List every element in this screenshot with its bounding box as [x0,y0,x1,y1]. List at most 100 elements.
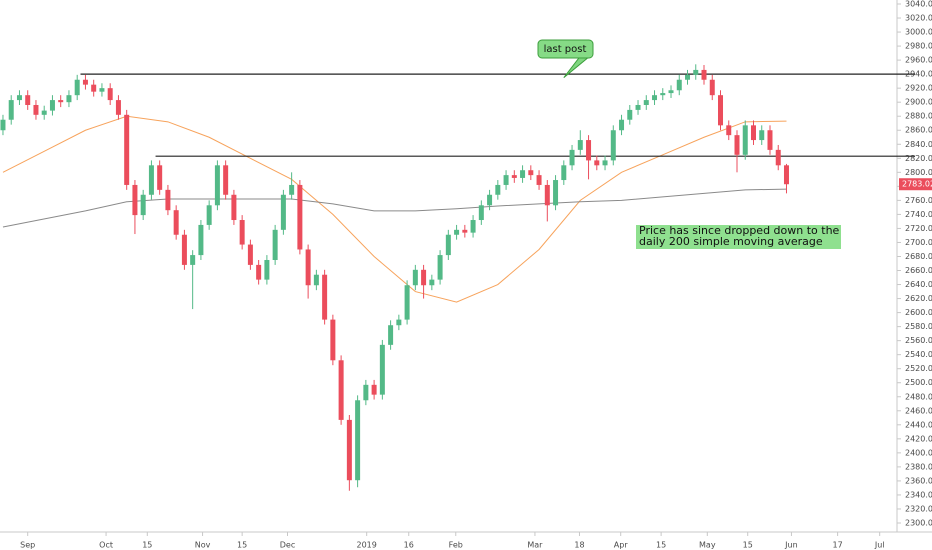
candle-body [742,125,748,155]
y-tick-label: 2300.00 [905,519,932,528]
y-tick-label: 2560.00 [905,336,932,345]
candle-body [660,93,666,96]
candle-body [322,274,328,320]
y-tick-label: 2720.00 [905,224,932,233]
y-tick-label: 2820.00 [905,154,932,163]
candle-body [445,234,451,256]
candle-body [701,69,707,80]
candle-body [247,244,253,265]
x-tick-label: 15 [237,541,247,550]
candle-body [289,184,295,195]
note-text: Price has since dropped down to the [639,224,840,237]
x-tick-label: Sep [20,541,35,550]
candle-body [33,104,39,115]
candle-body [718,95,724,126]
x-tick-label: Mar [527,541,543,550]
x-tick-label: Nov [195,541,211,550]
candle-body [553,180,559,206]
candle-body [206,205,212,225]
candle-body [569,149,575,166]
y-tick-label: 3040.00 [905,0,932,9]
x-tick-label: May [699,541,716,550]
y-tick-label: 2520.00 [905,364,932,373]
candle-body [388,325,394,345]
y-tick-label: 2540.00 [905,350,932,359]
candle-body [767,130,773,150]
candle-body [544,184,550,206]
candle-body [676,79,682,91]
candle-body [421,269,427,286]
x-tick-label: 15 [743,541,753,550]
candle-body [107,88,113,101]
note-text: daily 200 simple moving average [639,235,823,248]
y-tick-label: 2380.00 [905,462,932,471]
candle-body [190,255,196,265]
candle-body [148,165,154,195]
candle-body [223,165,229,195]
y-tick-label: 2880.00 [905,112,932,121]
candle-body [726,125,732,136]
x-tick-label: Oct [99,541,113,550]
candle-body [355,400,361,481]
x-tick-label: 15 [142,541,152,550]
candle-body [709,79,715,96]
candle-body [577,140,583,150]
candle-body [619,119,625,131]
candle-body [239,220,245,245]
candle-body [734,135,740,155]
candle-body [495,184,501,195]
candle-body [99,88,105,92]
candle-body [198,224,204,256]
candle-body [66,95,72,103]
candle-body [280,194,286,230]
candle-body [330,319,336,361]
y-tick-label: 2940.00 [905,70,932,79]
x-tick-label: Jun [784,541,798,550]
y-tick-label: 2460.00 [905,406,932,415]
candle-body [297,184,303,250]
candle-body [264,259,270,280]
candle-body [214,165,220,206]
candle-body [115,100,121,115]
y-tick-label: 2700.00 [905,238,932,247]
y-tick-label: 2480.00 [905,392,932,401]
candle-body [487,194,493,206]
candle-body [41,110,47,115]
y-tick-label: 2860.00 [905,126,932,135]
last-price-box [899,178,932,191]
candle-body [49,100,55,111]
candle-body [693,69,699,75]
candle-body [470,220,476,233]
callout-box [537,39,594,59]
candle-body [750,125,756,141]
note-box [636,225,841,249]
candle-body [82,79,88,85]
y-tick-label: 2400.00 [905,448,932,457]
candle-body [124,114,130,185]
candle-body [462,229,468,233]
x-tick-label: Apr [614,541,629,550]
candle-body [759,130,765,141]
candle-body [511,175,517,178]
candle-body [783,165,789,185]
y-tick-label: 2620.00 [905,294,932,303]
y-tick-label: 3000.00 [905,28,932,37]
candle-body [528,170,534,176]
x-tick-label: Feb [449,541,463,550]
moving-average [2,188,787,228]
y-tick-label: 2680.00 [905,252,932,261]
candle-body [181,234,187,265]
y-tick-label: 2600.00 [905,308,932,317]
candle-body [379,344,385,395]
x-tick-label: 18 [574,541,584,550]
y-tick-label: 2840.00 [905,140,932,149]
candle-body [74,79,80,96]
candle-body [594,160,600,166]
candle-body [627,109,633,120]
candle-body [437,255,443,280]
candle-body [272,229,278,260]
y-tick-label: 2760.00 [905,196,932,205]
y-tick-label: 2340.00 [905,490,932,499]
